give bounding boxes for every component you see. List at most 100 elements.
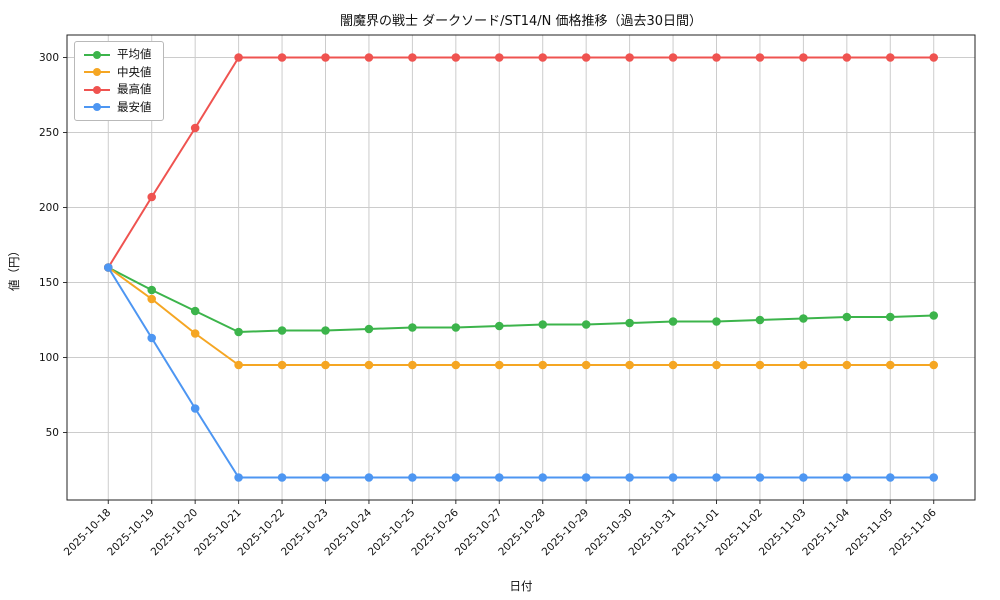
- data-point: [755, 315, 765, 325]
- data-point: [885, 360, 895, 370]
- data-point: [494, 360, 504, 370]
- legend-item-min: 最安値: [84, 99, 152, 114]
- data-point: [538, 360, 548, 370]
- data-point: [885, 473, 895, 482]
- data-point: [364, 473, 374, 482]
- data-point: [190, 329, 200, 338]
- data-point: [364, 324, 374, 334]
- y-tick-label: 300: [39, 52, 59, 64]
- data-point: [799, 473, 808, 482]
- data-point: [581, 320, 591, 329]
- data-point: [625, 318, 634, 328]
- data-point: [712, 317, 721, 326]
- data-point: [842, 360, 852, 370]
- data-point: [408, 360, 417, 370]
- y-tick-label: 150: [39, 277, 59, 289]
- data-point: [842, 312, 852, 322]
- data-point: [799, 314, 808, 323]
- legend-label-max: 最高値: [117, 82, 152, 96]
- data-point: [277, 326, 287, 335]
- data-point: [408, 53, 417, 62]
- data-point: [538, 320, 548, 329]
- y-tick-label: 100: [39, 352, 59, 364]
- data-point: [190, 123, 200, 133]
- legend-label-min: 最安値: [117, 99, 152, 114]
- data-point: [147, 294, 157, 304]
- data-point: [321, 360, 330, 370]
- data-point: [668, 53, 678, 62]
- data-point: [190, 404, 200, 413]
- data-point: [190, 306, 200, 316]
- data-point: [625, 53, 634, 62]
- chart-title: 闇魔界の戦士 ダークソード/ST14/N 価格推移（過去30日間）: [339, 14, 703, 29]
- data-point: [408, 323, 417, 332]
- data-point: [277, 53, 287, 62]
- data-point: [408, 473, 417, 482]
- data-point: [451, 360, 461, 370]
- data-point: [147, 285, 157, 295]
- data-point: [538, 473, 548, 482]
- data-point: [234, 473, 243, 482]
- x-tick-label: 2025-11-06: [887, 506, 939, 558]
- legend: 平均値 中央値 最高値 最安値: [74, 41, 164, 121]
- data-point: [277, 360, 287, 370]
- data-point: [885, 312, 895, 322]
- data-point: [321, 473, 330, 482]
- series-line-2: [107, 56, 934, 269]
- data-point: [451, 323, 461, 332]
- data-point: [538, 53, 548, 62]
- data-point: [668, 473, 678, 482]
- data-point: [103, 263, 113, 272]
- legend-label-average: 平均値: [117, 47, 152, 61]
- y-tick-label: 250: [39, 127, 59, 139]
- data-point: [929, 311, 939, 320]
- data-point: [147, 192, 157, 202]
- legend-marker-max-icon: [84, 85, 110, 95]
- data-point: [929, 53, 939, 62]
- legend-item-median: 中央値: [84, 64, 152, 79]
- data-point: [234, 327, 243, 337]
- data-point: [929, 473, 939, 482]
- y-tick-label: 200: [39, 202, 59, 214]
- data-point: [321, 326, 330, 335]
- data-point: [494, 473, 504, 482]
- legend-item-max: 最高値: [84, 82, 152, 96]
- data-point: [929, 360, 939, 370]
- data-point: [364, 53, 374, 62]
- data-point: [451, 473, 461, 482]
- data-point: [755, 53, 765, 62]
- data-point: [625, 360, 634, 370]
- series-line-1: [107, 266, 934, 366]
- data-point: [755, 473, 765, 482]
- data-point: [494, 53, 504, 62]
- data-point: [581, 473, 591, 482]
- data-point: [147, 333, 157, 343]
- data-point: [755, 360, 765, 370]
- data-point: [451, 53, 461, 62]
- data-point: [668, 360, 678, 370]
- legend-marker-median-icon: [84, 67, 110, 77]
- data-point: [625, 473, 634, 482]
- legend-item-average: 平均値: [84, 47, 152, 61]
- legend-marker-min-icon: [84, 102, 110, 112]
- x-axis-label: 日付: [509, 579, 533, 593]
- data-point: [712, 473, 721, 482]
- data-point: [364, 360, 374, 370]
- data-point: [712, 360, 721, 370]
- data-point: [842, 53, 852, 62]
- data-point: [842, 473, 852, 482]
- data-point: [799, 360, 808, 370]
- data-point: [581, 53, 591, 62]
- data-point: [668, 317, 678, 326]
- data-point: [321, 53, 330, 62]
- series-line-3: [107, 266, 934, 479]
- plot-frame: [66, 34, 976, 501]
- data-point: [494, 321, 504, 331]
- data-point: [799, 53, 808, 62]
- data-point: [234, 53, 243, 62]
- data-point: [885, 53, 895, 62]
- data-point: [712, 53, 721, 62]
- data-point: [277, 473, 287, 482]
- legend-label-median: 中央値: [117, 64, 152, 79]
